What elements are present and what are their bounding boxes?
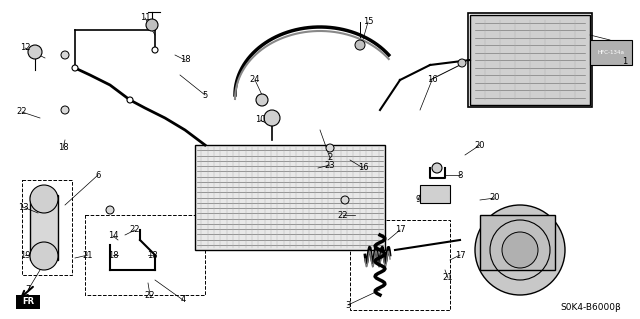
Circle shape: [264, 110, 280, 126]
Bar: [480, 215, 555, 270]
Circle shape: [475, 205, 565, 295]
Circle shape: [355, 40, 365, 50]
Bar: [195, 145, 385, 250]
Text: 5: 5: [202, 91, 207, 100]
Bar: [590, 40, 632, 65]
Circle shape: [61, 51, 69, 59]
Text: 17: 17: [454, 250, 465, 259]
Circle shape: [61, 106, 69, 114]
Text: 23: 23: [324, 160, 335, 169]
Text: 2: 2: [328, 153, 333, 162]
Bar: [22, 180, 72, 275]
Text: 12: 12: [20, 43, 30, 53]
Text: 3: 3: [346, 300, 351, 309]
Text: 21: 21: [83, 250, 93, 259]
Bar: [470, 15, 590, 105]
Text: 22: 22: [130, 226, 140, 234]
Text: 18: 18: [180, 56, 190, 64]
Text: HFC-134a: HFC-134a: [598, 49, 625, 55]
Text: 20: 20: [490, 194, 500, 203]
Text: 18: 18: [58, 144, 68, 152]
Bar: [30, 195, 58, 260]
Text: 4: 4: [180, 295, 186, 305]
Text: 7: 7: [26, 286, 31, 294]
Text: 8: 8: [458, 170, 463, 180]
Text: S0K4-B6000β: S0K4-B6000β: [560, 303, 621, 313]
Text: 22: 22: [338, 211, 348, 219]
Circle shape: [28, 45, 42, 59]
Circle shape: [458, 59, 466, 67]
Text: 6: 6: [95, 170, 100, 180]
Text: 19: 19: [20, 250, 30, 259]
Circle shape: [127, 97, 133, 103]
Circle shape: [432, 163, 442, 173]
Bar: [16, 295, 40, 309]
Text: 21: 21: [443, 273, 453, 283]
Text: 18: 18: [147, 250, 157, 259]
Text: 17: 17: [395, 226, 405, 234]
Bar: [468, 13, 592, 107]
Text: 16: 16: [427, 76, 437, 85]
Circle shape: [502, 232, 538, 268]
Circle shape: [256, 94, 268, 106]
Text: 18: 18: [108, 250, 118, 259]
Circle shape: [72, 65, 78, 71]
Text: 22: 22: [145, 291, 156, 300]
Text: 11: 11: [140, 13, 150, 23]
Circle shape: [106, 206, 114, 214]
Bar: [350, 220, 450, 310]
Text: 22: 22: [17, 108, 28, 116]
Text: FR: FR: [22, 298, 34, 307]
Text: 9: 9: [415, 196, 420, 204]
Circle shape: [341, 196, 349, 204]
Circle shape: [152, 47, 158, 53]
Bar: [420, 185, 450, 203]
Circle shape: [326, 144, 334, 152]
Text: 20: 20: [475, 140, 485, 150]
Text: 16: 16: [358, 164, 368, 173]
Text: 1: 1: [622, 57, 628, 66]
Text: 13: 13: [18, 203, 28, 211]
Circle shape: [146, 19, 158, 31]
Text: 14: 14: [108, 232, 118, 241]
Text: 10: 10: [255, 115, 265, 124]
Circle shape: [30, 242, 58, 270]
Circle shape: [30, 185, 58, 213]
Bar: [85, 215, 205, 295]
Text: 24: 24: [250, 76, 260, 85]
Text: 15: 15: [363, 18, 373, 26]
